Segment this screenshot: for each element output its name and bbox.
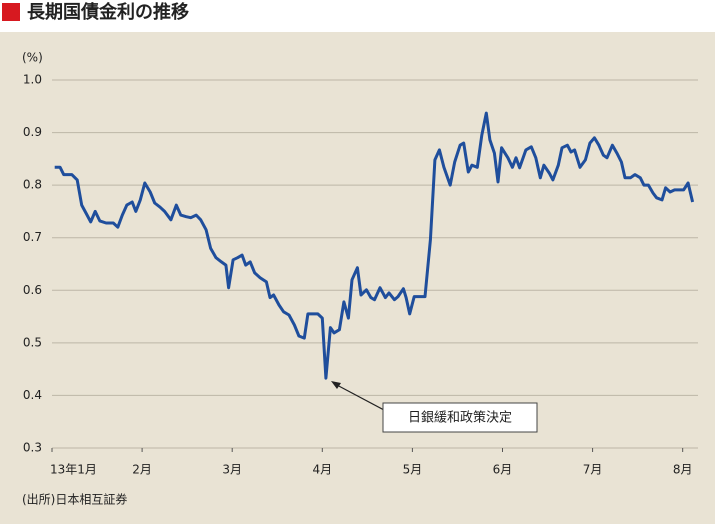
annotation-text: 日銀緩和政策決定 [408,410,512,426]
x-tick-label: 3月 [222,463,242,477]
x-tick-label: 5月 [403,463,423,477]
y-tick-label: 1.0 [23,73,42,87]
y-tick-label: 0.6 [23,283,42,297]
x-tick-label: 6月 [493,463,513,477]
y-tick-label: 0.5 [23,335,42,349]
x-tick-label: 2月 [132,463,152,477]
annotation-box [382,402,538,433]
annotation-arrow [334,383,385,411]
x-tick-label: 8月 [673,463,693,477]
title-marker [2,3,20,21]
annotation-arrowhead [331,381,341,389]
chart-title: 長期国債金利の推移 [27,1,189,23]
x-tick-label: 4月 [312,463,332,477]
y-tick-label: 0.9 [23,125,42,139]
plot: 1.0 0.9 0.8 0.7 0.6 0.5 0.4 0.3 13年1月 2月 3月 4月 5月 6月 7… [23,73,698,477]
data-line [54,111,695,380]
x-tick-label: 7月 [583,463,603,477]
y-axis-label: (%) [22,51,43,65]
y-tick-label: 0.3 [23,441,42,455]
y-tick-label: 0.4 [23,388,42,402]
y-tick-label: 0.7 [23,230,42,244]
y-tick-label: 0.8 [23,178,42,192]
source-note: (出所)日本相互証券 [22,492,127,507]
x-tick-label: 13年1月 [50,463,97,477]
